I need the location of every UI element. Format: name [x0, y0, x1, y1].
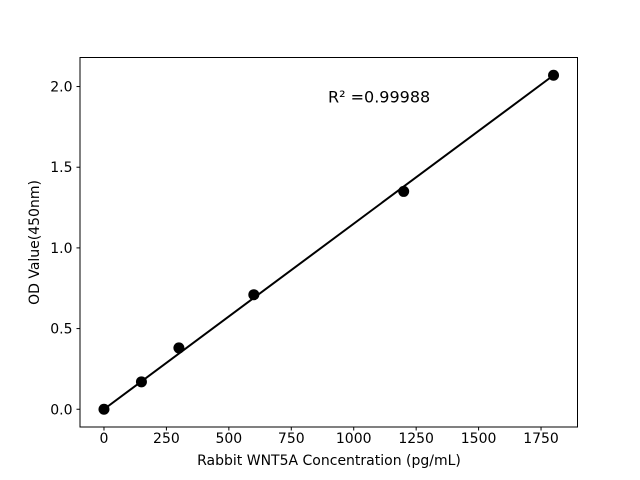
y-axis-label: OD Value(450nm) [27, 180, 43, 305]
x-tick-label: 1000 [336, 431, 372, 447]
axes-frame [79, 57, 578, 428]
y-tick-label: 1.5 [50, 160, 72, 176]
data-point [135, 376, 147, 388]
y-tick-label: 1.0 [50, 241, 72, 257]
chart-plot-area: 0 250 500 750 1000 1250 1500 1750 0.0 0.5 1.0 1.5 2.… [50, 57, 578, 447]
data-point [398, 185, 410, 197]
x-tick-label: 750 [278, 431, 305, 447]
x-tick-label: 0 [100, 431, 109, 447]
x-tick-label: 500 [215, 431, 242, 447]
x-axis-label: Rabbit WNT5A Concentration (pg/mL) [197, 453, 461, 469]
x-tick-label: 250 [153, 431, 180, 447]
data-point [98, 403, 110, 415]
data-point [548, 69, 560, 81]
data-point [173, 342, 185, 354]
y-tick-label: 0.5 [50, 322, 72, 338]
fit-line [103, 74, 555, 411]
x-tick-label: 1750 [523, 431, 559, 447]
x-tick-label: 1500 [461, 431, 497, 447]
y-tick-label: 0.0 [50, 402, 72, 418]
y-tick-label: 2.0 [50, 80, 72, 96]
data-point [248, 289, 260, 301]
r-squared-annotation: R² =0.99988 [328, 88, 430, 107]
x-tick-label: 1250 [398, 431, 434, 447]
